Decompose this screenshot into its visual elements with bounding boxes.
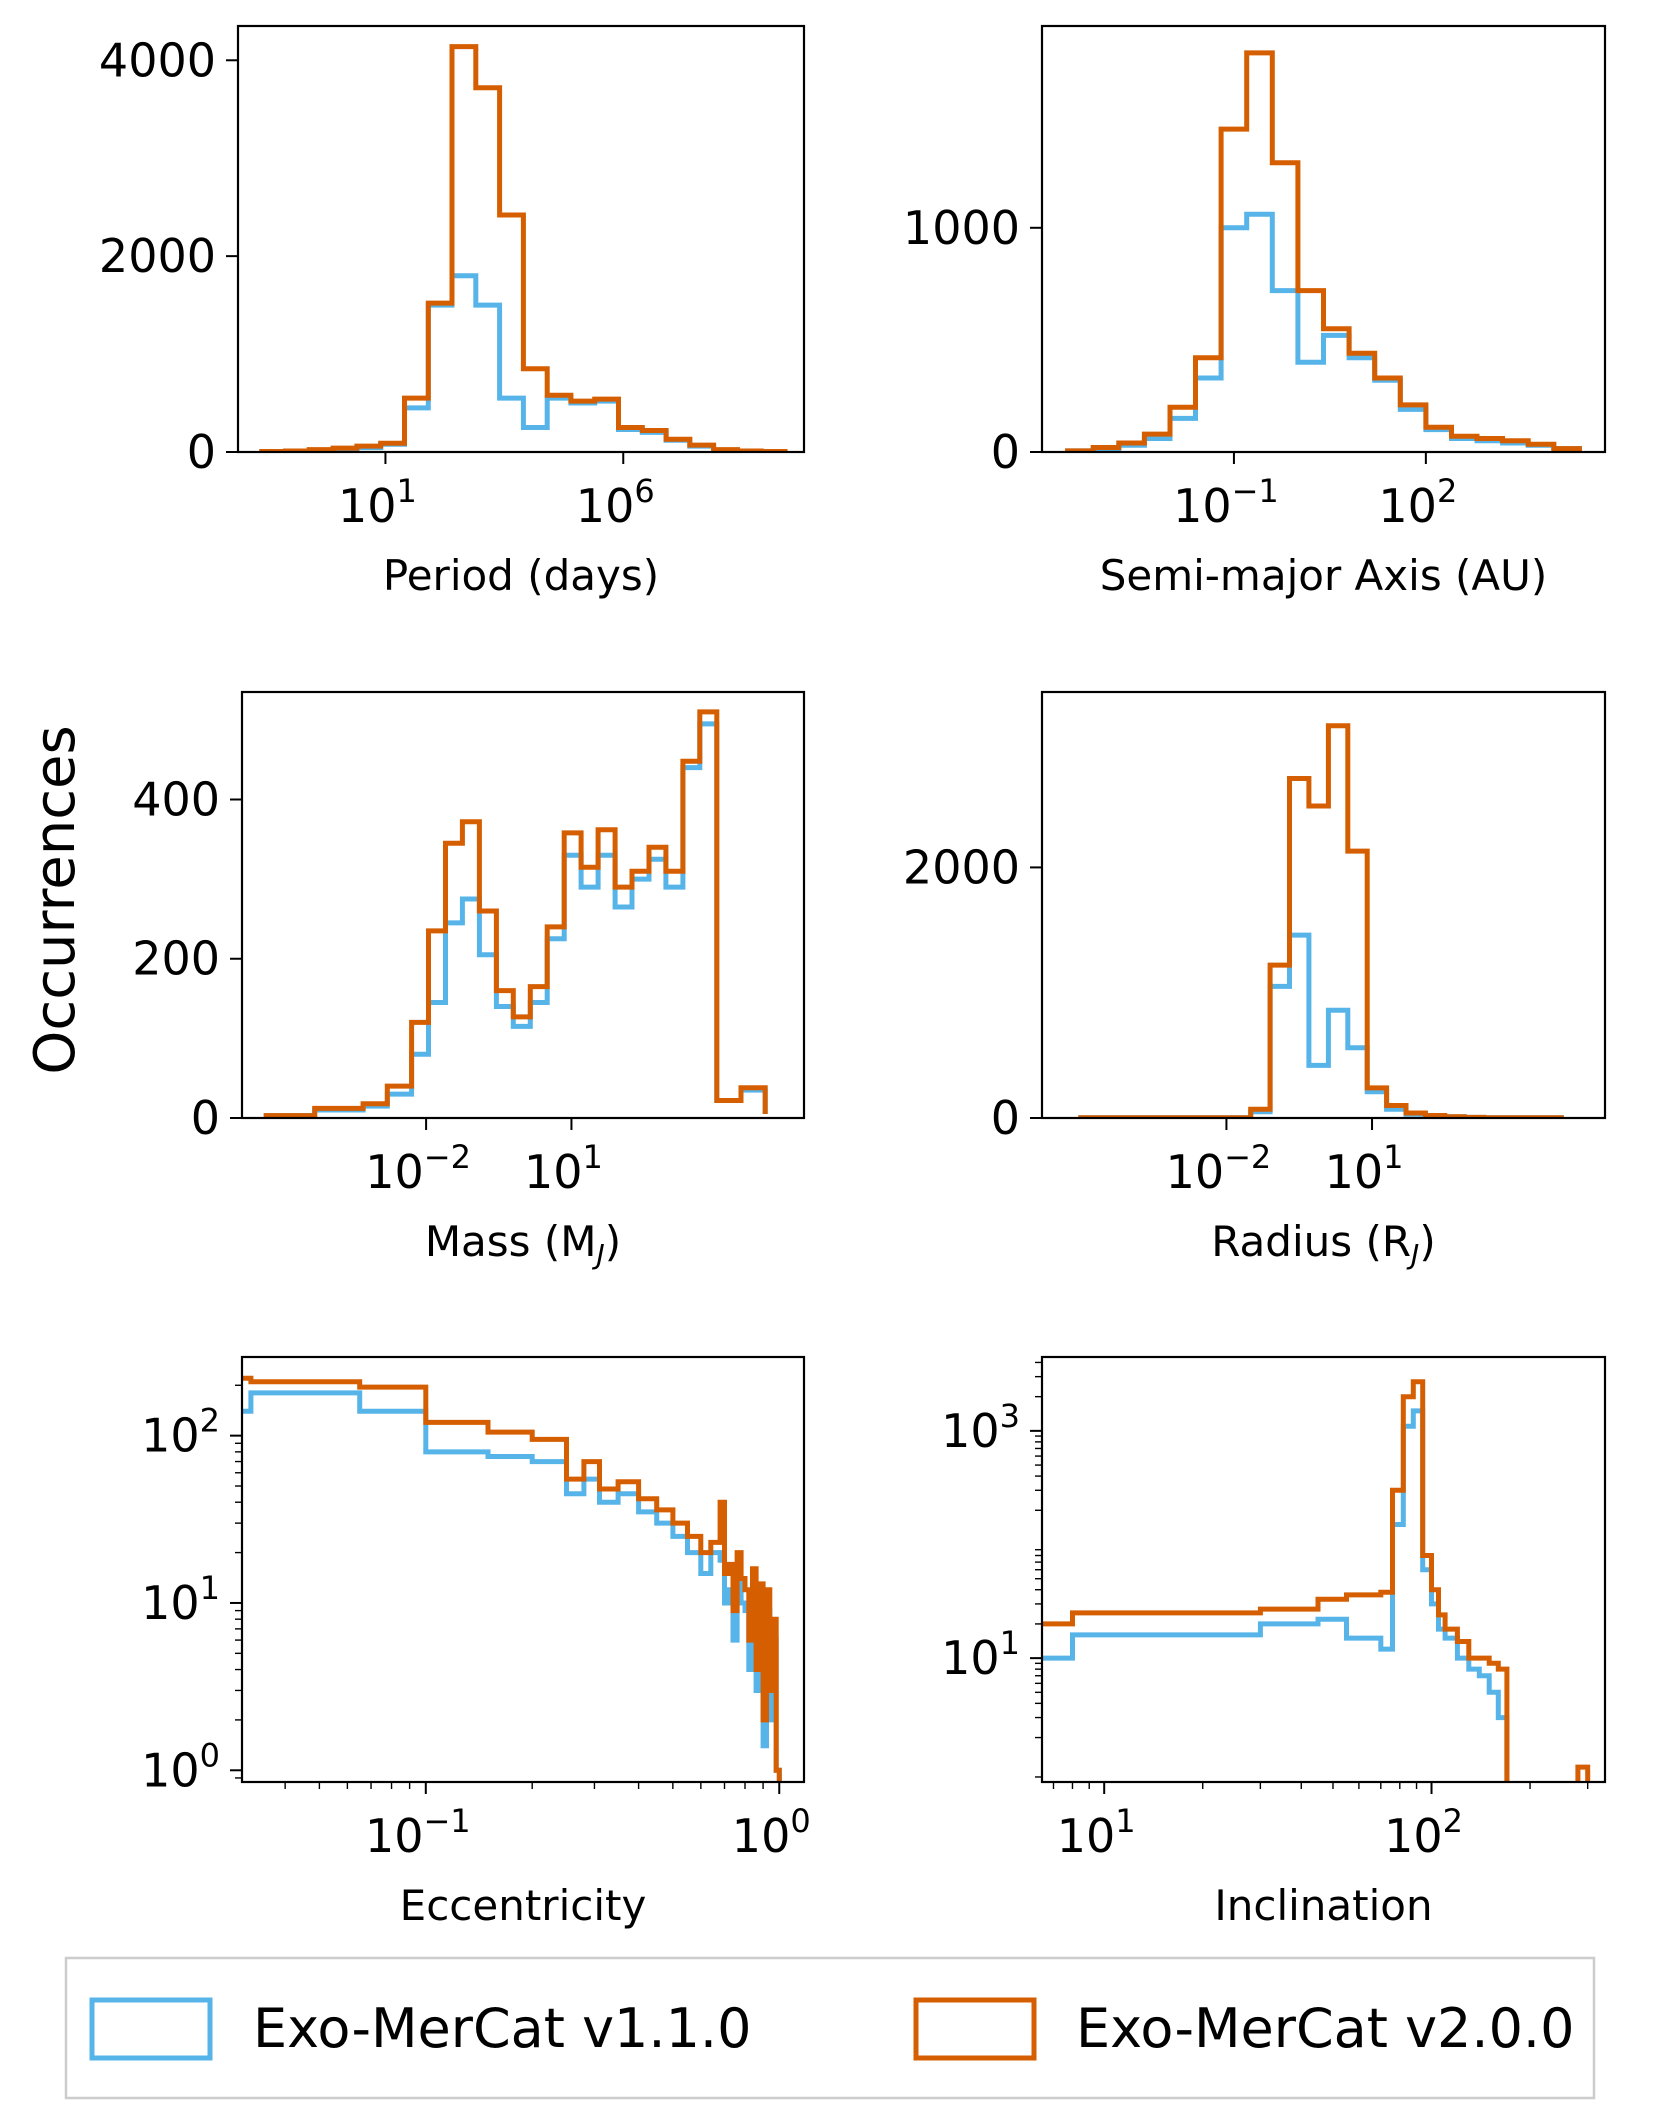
- y-tick-label: 200: [132, 932, 220, 986]
- x-tick-label: 101: [524, 1138, 603, 1199]
- plot-frame: [1040, 690, 1607, 1120]
- y-tick-label: 101: [941, 1624, 1020, 1685]
- chart-radius: 10−2 101 0 2000 Radius (RJ): [903, 690, 1607, 1271]
- legend-label-v1: Exo-MerCat v1.1.0: [253, 1997, 751, 2060]
- y-tick-label: 0: [191, 1091, 220, 1145]
- series-v2-line: [263, 709, 768, 1118]
- x-axis-label: Inclination: [1214, 1881, 1432, 1930]
- chart-eccentricity: 10−1 100 100 101 102 Eccentricity: [141, 1355, 811, 1930]
- series-v1-line: [1065, 211, 1582, 452]
- legend-box: [64, 1956, 1596, 2100]
- legend-swatch-v1: [89, 1997, 213, 2061]
- y-tick-label: 400: [132, 772, 220, 826]
- x-tick-label: 102: [1384, 1802, 1463, 1863]
- x-axis-label: Semi-major Axis (AU): [1100, 551, 1548, 600]
- series-v2-line: [1042, 1379, 1591, 1782]
- y-tick-label: 1000: [903, 201, 1020, 255]
- legend-swatch-v2: [913, 1997, 1037, 2061]
- chart-semimajor: 10−1 102 0 1000 Semi-major Axis (AU): [903, 24, 1607, 600]
- x-axis-label: Eccentricity: [400, 1881, 647, 1930]
- series-v1-line: [242, 1390, 782, 1782]
- x-tick-label: 101: [1057, 1802, 1136, 1863]
- x-tick-label: 10−2: [365, 1138, 471, 1199]
- series-v2-line: [242, 1375, 782, 1782]
- series-v1-line: [1042, 1408, 1510, 1782]
- legend-label-v2: Exo-MerCat v2.0.0: [1076, 1997, 1574, 2060]
- y-tick-label: 0: [187, 425, 216, 479]
- plot-frame: [240, 1355, 806, 1784]
- plot-frame: [236, 24, 806, 454]
- y-tick-label: 100: [141, 1736, 220, 1797]
- plot-frame: [1040, 1355, 1607, 1784]
- y-axis-label: Occurrences: [23, 725, 88, 1074]
- chart-mass: 10−2 101 0 200 400 Mass (MJ): [132, 690, 806, 1271]
- plot-frame: [1040, 24, 1607, 454]
- series-v2-line: [259, 44, 788, 452]
- y-tick-label: 102: [141, 1402, 220, 1463]
- y-tick-label: 0: [991, 425, 1020, 479]
- x-tick-label: 101: [1325, 1138, 1404, 1199]
- x-tick-label: 102: [1378, 472, 1457, 533]
- series-v2-line: [1078, 723, 1564, 1118]
- x-axis-label: Period (days): [383, 551, 659, 600]
- x-axis-label: Mass (MJ): [425, 1217, 621, 1271]
- x-tick-label: 10−2: [1166, 1138, 1272, 1199]
- x-axis-label: Radius (RJ): [1211, 1217, 1435, 1271]
- y-tick-label: 2000: [99, 229, 216, 283]
- y-tick-label: 101: [141, 1569, 220, 1630]
- series-v2-line: [1065, 50, 1582, 452]
- chart-period: 101 106 0 2000 4000 Period (days): [99, 24, 806, 600]
- y-tick-label: 2000: [903, 840, 1020, 894]
- y-tick-label: 4000: [99, 33, 216, 87]
- series-v1-line: [263, 721, 768, 1118]
- y-tick-label: 0: [991, 1091, 1020, 1145]
- x-tick-label: 10−1: [1173, 472, 1279, 533]
- series-v1-line: [1078, 932, 1564, 1118]
- x-tick-label: 10−1: [365, 1802, 471, 1863]
- x-tick-label: 100: [732, 1802, 811, 1863]
- x-tick-label: 106: [576, 472, 655, 533]
- y-tick-label: 103: [941, 1397, 1020, 1458]
- plot-frame: [240, 690, 806, 1120]
- x-tick-label: 101: [338, 472, 417, 533]
- legend: Exo-MerCat v1.1.0 Exo-MerCat v2.0.0: [64, 1956, 1596, 2100]
- chart-inclination: 101 102 101 103 Inclination: [941, 1355, 1607, 1930]
